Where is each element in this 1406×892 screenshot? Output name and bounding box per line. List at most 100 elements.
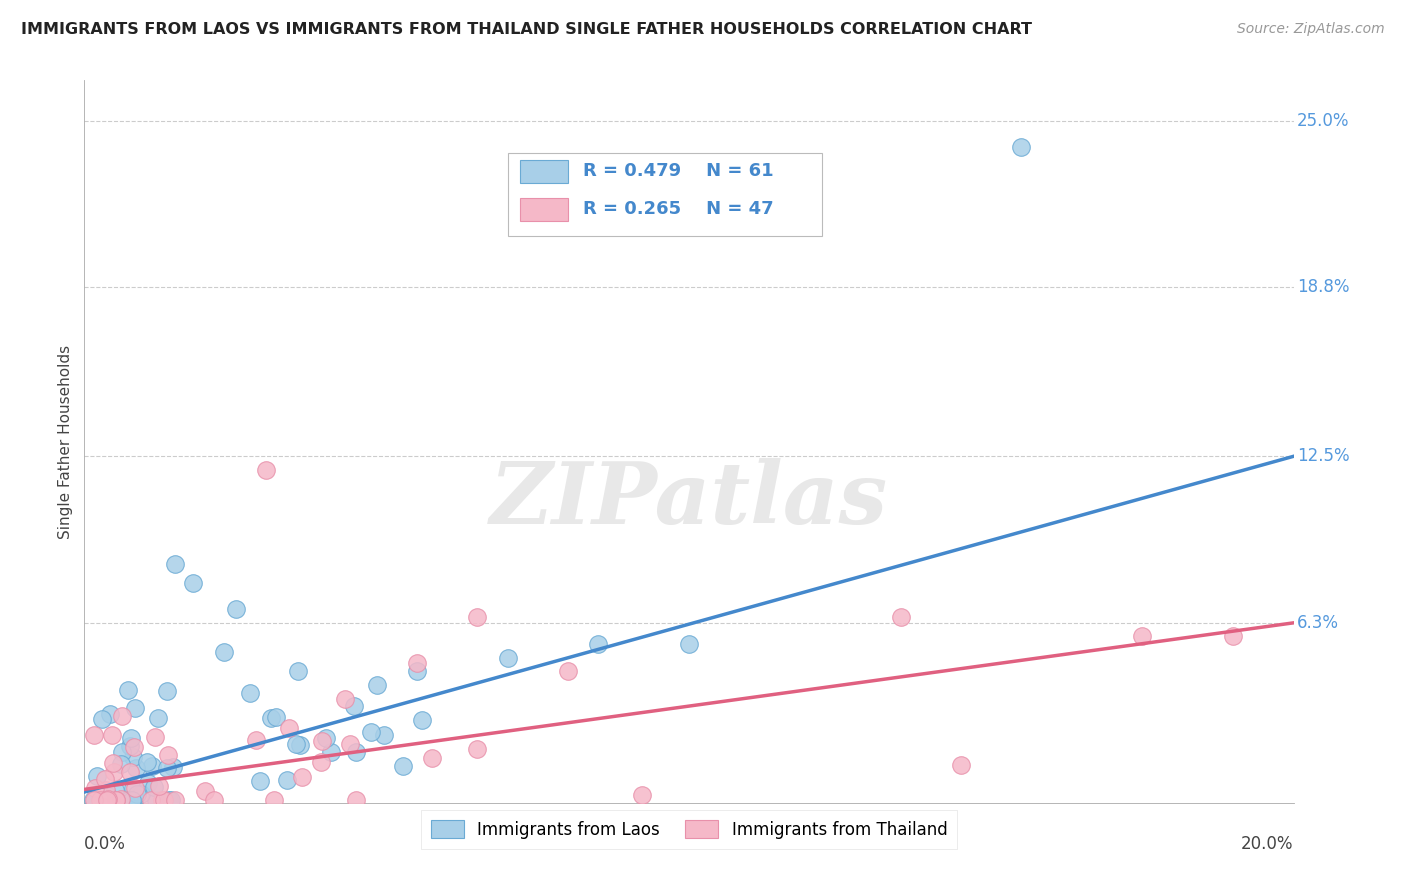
Point — [202, 793, 225, 807]
Text: 18.8%: 18.8% — [1298, 278, 1350, 296]
Point — [121, 780, 143, 795]
Point — [406, 664, 429, 678]
Legend: Immigrants from Laos, Immigrants from Thailand: Immigrants from Laos, Immigrants from Th… — [420, 811, 957, 848]
Point — [157, 793, 180, 807]
Point — [124, 701, 146, 715]
Text: ZIPatlas: ZIPatlas — [489, 458, 889, 541]
Point — [148, 711, 170, 725]
Text: 25.0%: 25.0% — [1298, 112, 1350, 129]
Point — [360, 725, 382, 739]
Point — [263, 793, 285, 807]
Point — [148, 779, 170, 793]
Point — [82, 793, 104, 807]
Point — [311, 734, 333, 748]
Text: Source: ZipAtlas.com: Source: ZipAtlas.com — [1237, 22, 1385, 37]
Point — [339, 738, 361, 752]
Point — [162, 760, 184, 774]
Text: IMMIGRANTS FROM LAOS VS IMMIGRANTS FROM THAILAND SINGLE FATHER HOUSEHOLDS CORREL: IMMIGRANTS FROM LAOS VS IMMIGRANTS FROM … — [21, 22, 1032, 37]
Point — [631, 788, 654, 802]
Point — [122, 739, 145, 754]
Point — [950, 758, 973, 772]
Point — [125, 787, 148, 801]
FancyBboxPatch shape — [520, 198, 568, 221]
Point — [392, 759, 415, 773]
Point — [103, 764, 125, 779]
Text: 20.0%: 20.0% — [1241, 835, 1294, 854]
Point — [111, 745, 134, 759]
Point — [212, 645, 235, 659]
Point — [343, 698, 366, 713]
Point — [288, 738, 311, 752]
Point — [249, 774, 271, 789]
Point — [346, 745, 368, 759]
Point — [678, 637, 700, 651]
Point — [406, 656, 429, 670]
Point — [290, 770, 312, 784]
Point — [83, 728, 105, 742]
Point — [129, 787, 152, 801]
Text: 12.5%: 12.5% — [1298, 447, 1350, 466]
Point — [411, 713, 433, 727]
Point — [120, 731, 142, 746]
Point — [94, 782, 117, 797]
Point — [142, 780, 165, 794]
Point — [588, 637, 610, 651]
Point — [100, 728, 122, 742]
Text: R = 0.265    N = 47: R = 0.265 N = 47 — [582, 200, 773, 218]
Point — [366, 678, 388, 692]
Point — [101, 793, 124, 807]
Point — [496, 650, 519, 665]
Point — [105, 793, 128, 807]
Point — [165, 557, 187, 571]
Point — [420, 751, 443, 765]
Point — [156, 761, 179, 775]
Point — [86, 793, 108, 807]
Point — [117, 683, 139, 698]
Point — [260, 711, 283, 725]
Point — [373, 728, 395, 742]
Point — [97, 793, 120, 807]
Point — [124, 781, 146, 796]
Point — [311, 755, 333, 769]
Point — [163, 793, 186, 807]
Point — [121, 750, 143, 764]
Point — [110, 792, 132, 806]
Point — [83, 793, 105, 807]
Point — [1011, 140, 1033, 154]
Point — [89, 793, 111, 807]
Point — [225, 602, 247, 616]
FancyBboxPatch shape — [508, 153, 823, 235]
Point — [97, 791, 120, 805]
Point — [96, 793, 118, 807]
Text: 0.0%: 0.0% — [84, 835, 127, 854]
Point — [159, 793, 181, 807]
Point — [333, 692, 356, 706]
Text: R = 0.479    N = 61: R = 0.479 N = 61 — [582, 161, 773, 179]
Point — [276, 772, 298, 787]
Point — [98, 706, 121, 721]
Point — [110, 756, 132, 771]
Point — [344, 793, 367, 807]
Point — [181, 575, 204, 590]
Point — [285, 737, 308, 751]
Point — [315, 731, 337, 746]
Point — [121, 793, 143, 807]
Point — [467, 742, 489, 756]
Point — [150, 793, 173, 807]
Point — [145, 793, 167, 807]
Point — [104, 783, 127, 797]
Point — [97, 789, 120, 804]
Point — [156, 684, 179, 698]
Point — [86, 769, 108, 783]
Point — [105, 793, 128, 807]
Point — [136, 775, 159, 789]
Point — [111, 793, 134, 807]
FancyBboxPatch shape — [520, 160, 568, 183]
Point — [194, 784, 217, 798]
Point — [118, 793, 141, 807]
Point — [125, 761, 148, 775]
Point — [141, 758, 163, 772]
Point — [84, 793, 107, 807]
Point — [557, 664, 579, 678]
Point — [890, 610, 912, 624]
